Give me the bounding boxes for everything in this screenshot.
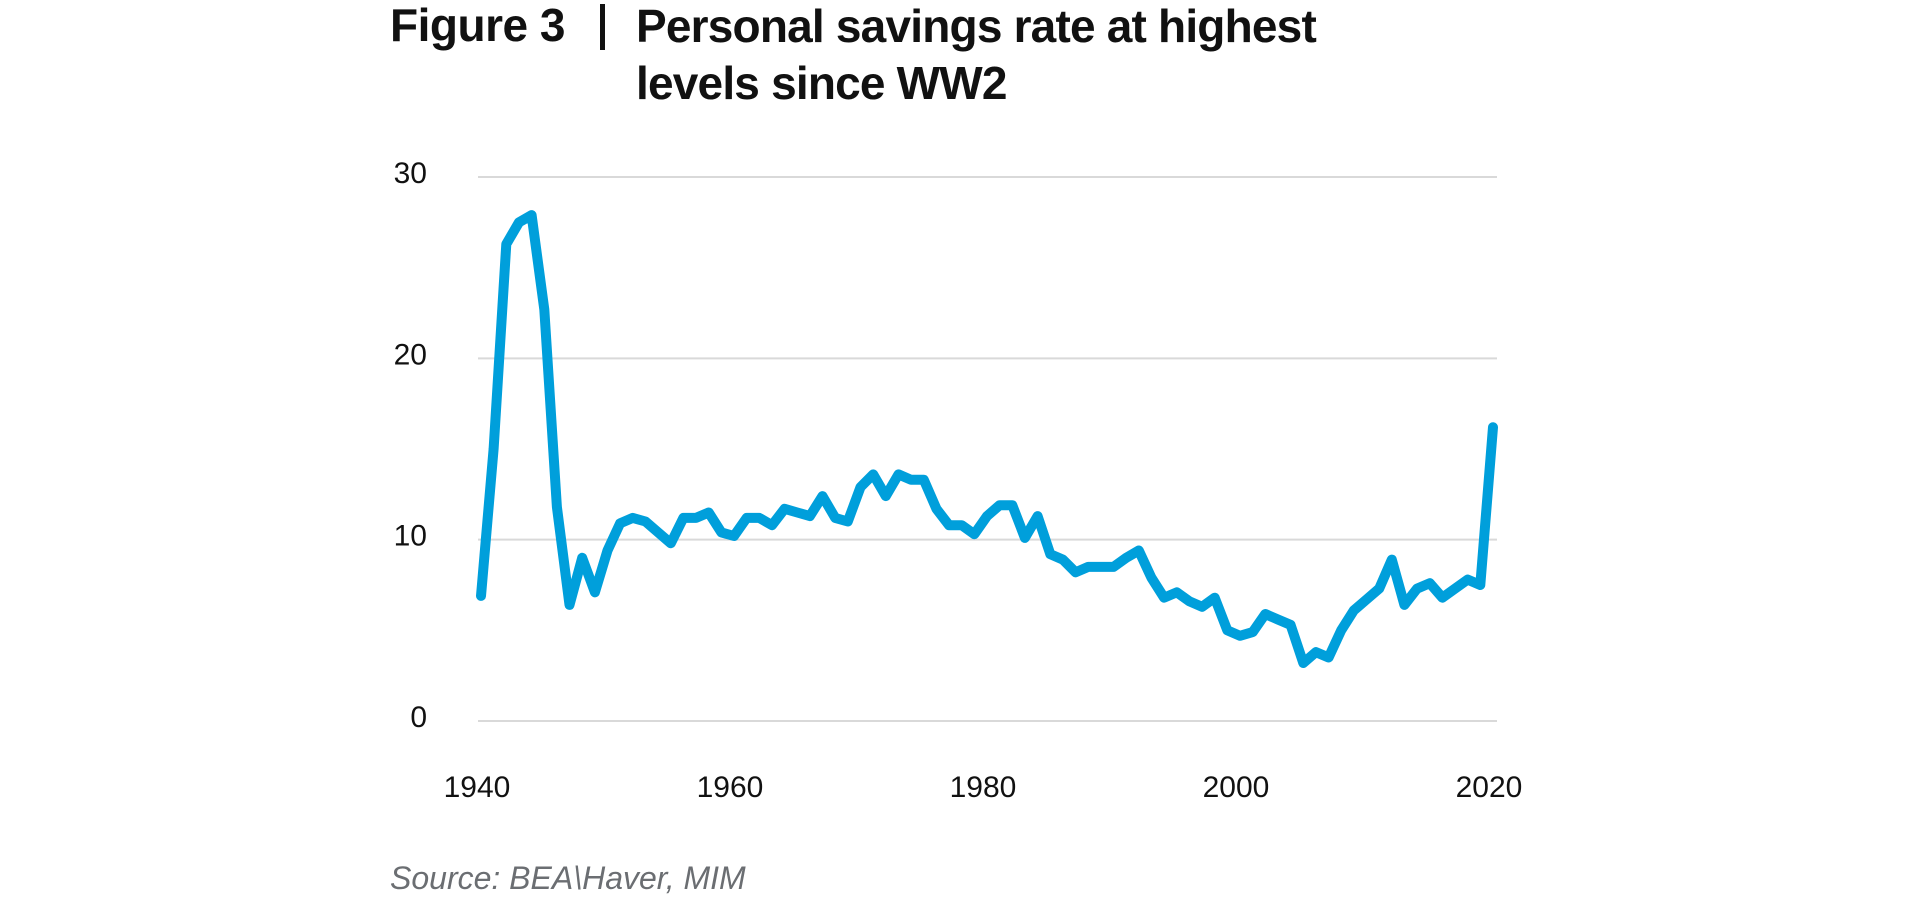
title-separator — [600, 4, 605, 50]
chart-title-line-1: Personal savings rate at highest — [636, 0, 1317, 52]
series-line-savings-rate — [476, 210, 1498, 668]
y-axis-tick-labels: 0 10 20 30 — [394, 157, 427, 734]
y-tick-label: 10 — [394, 520, 427, 553]
gridlines — [478, 176, 1497, 722]
x-tick-label: 1980 — [950, 771, 1017, 804]
y-tick-label: 30 — [394, 157, 427, 190]
source-note: Source: BEA\Haver, MIM — [390, 860, 746, 896]
figure-label: Figure 3 — [390, 0, 565, 51]
y-tick-label: 0 — [410, 701, 427, 734]
x-tick-label: 2020 — [1456, 771, 1523, 804]
x-axis-tick-labels: 1940 1960 1980 2000 2020 — [444, 771, 1523, 804]
y-tick-label: 20 — [394, 338, 427, 371]
x-tick-label: 2000 — [1203, 771, 1270, 804]
chart-title: Personal savings rate at highest levels … — [636, 0, 1396, 112]
series-group — [476, 210, 1498, 668]
x-tick-label: 1960 — [697, 771, 764, 804]
chart-title-line-2: levels since WW2 — [636, 57, 1008, 109]
x-tick-label: 1940 — [444, 771, 511, 804]
